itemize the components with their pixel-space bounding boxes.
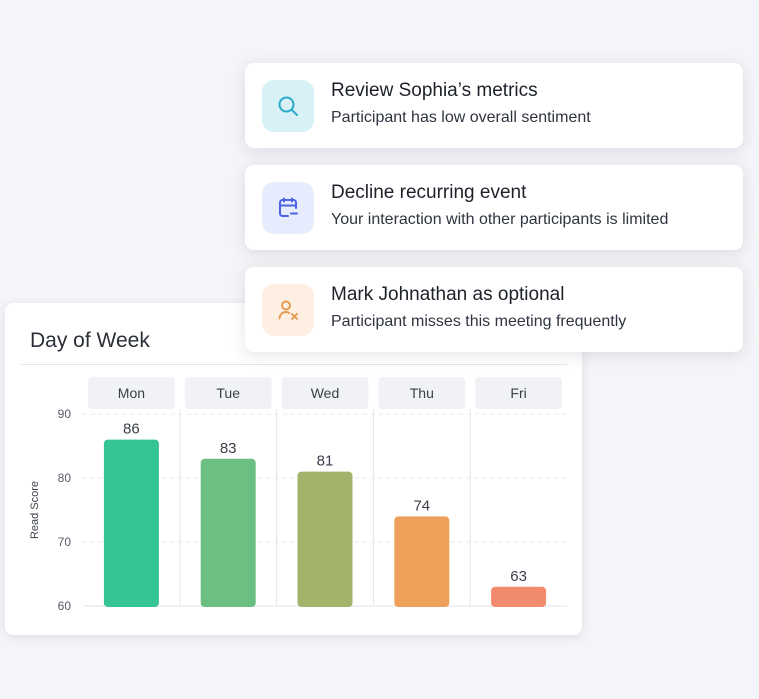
y-tick-label: 70 <box>58 535 72 549</box>
suggestion-title: Mark Johnathan as optional <box>331 284 565 305</box>
y-tick-label: 90 <box>58 407 72 421</box>
suggestion-title: Decline recurring event <box>331 182 527 203</box>
chart-title: Day of Week <box>30 329 150 352</box>
category-header-thu <box>378 377 466 409</box>
category-label: Thu <box>410 385 434 401</box>
bar-fri <box>491 586 547 607</box>
chart-divider <box>21 364 567 365</box>
bar-tue <box>200 458 256 607</box>
category-header-tue <box>184 377 272 409</box>
bar-mon <box>103 439 159 607</box>
bar-value-label: 81 <box>317 453 334 470</box>
suggestion-title: Review Sophia’s metrics <box>331 80 538 101</box>
bar-value-label: 83 <box>220 440 237 457</box>
category-label: Fri <box>510 385 526 401</box>
bar-value-label: 86 <box>123 421 140 438</box>
category-header-fri <box>475 377 562 409</box>
y-tick-label: 60 <box>58 599 72 613</box>
category-header-mon <box>88 377 175 409</box>
bar-wed <box>297 471 353 607</box>
calendar-minus-icon <box>262 182 314 234</box>
bar-thu <box>394 516 450 607</box>
category-label: Tue <box>216 385 240 401</box>
y-tick-label: 80 <box>58 471 72 485</box>
category-header-wed <box>281 377 369 409</box>
search-icon <box>262 80 314 132</box>
suggestion-card-mark-optional[interactable]: Mark Johnathan as optional Participant m… <box>245 267 743 352</box>
suggestion-card-decline-event[interactable]: Decline recurring event Your interaction… <box>245 165 743 250</box>
bar-value-label: 74 <box>413 497 430 514</box>
bar-chart: 60 70 80 90 Read Score Mon 86 Tue 83 Wed 81 Thu 74 Fr… <box>29 377 567 613</box>
suggestion-card-review-metrics[interactable]: Review Sophia’s metrics Participant has … <box>245 63 743 148</box>
suggestion-subtitle: Participant misses this meeting frequent… <box>331 313 627 330</box>
category-label: Mon <box>118 385 145 401</box>
user-remove-icon <box>262 284 314 336</box>
y-axis-label: Read Score <box>29 481 41 539</box>
day-of-week-chart-card: Day of Week 60 70 80 90 Read Score Mon 86 Tue 83… <box>5 303 582 635</box>
category-label: Wed <box>311 385 340 401</box>
bar-value-label: 63 <box>510 568 527 585</box>
suggestion-subtitle: Your interaction with other participants… <box>331 211 669 228</box>
suggestion-subtitle: Participant has low overall sentiment <box>331 109 591 126</box>
